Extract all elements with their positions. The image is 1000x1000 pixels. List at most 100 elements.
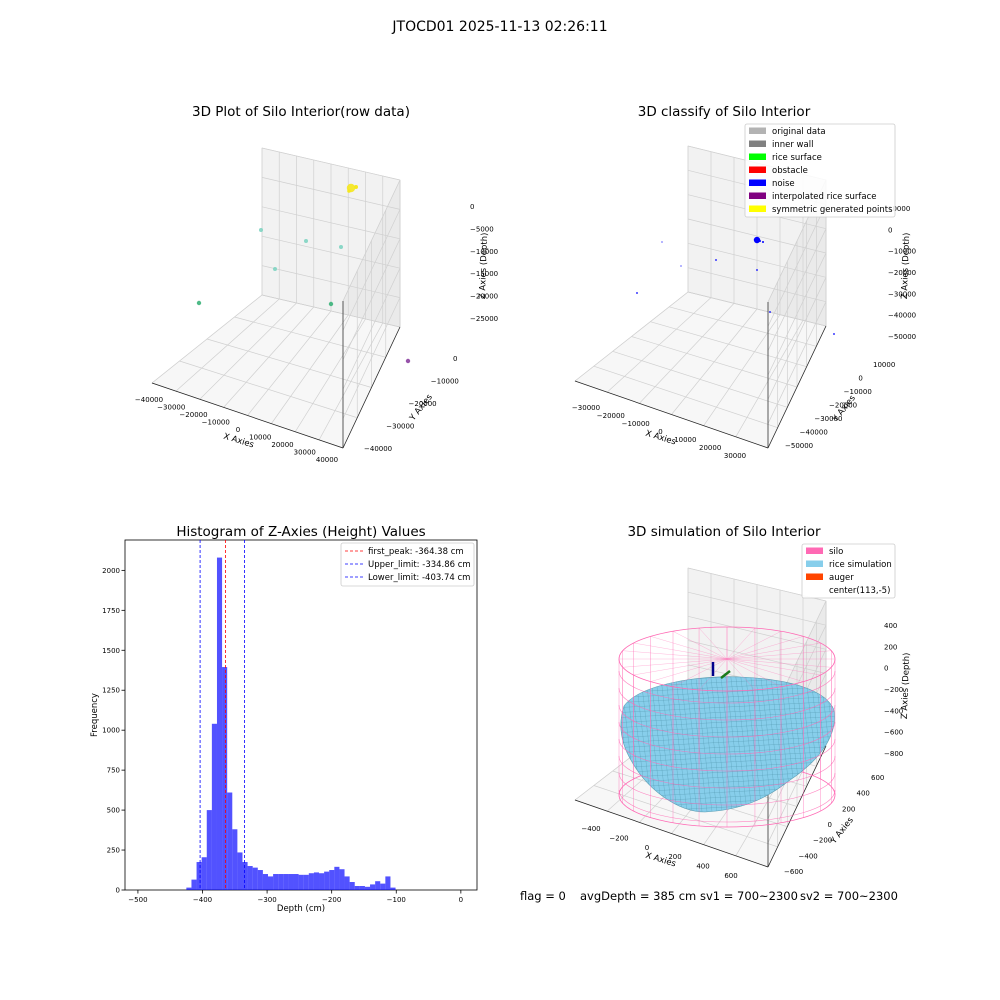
simulation-legend: silo rice simulation auger center(113,-5) <box>801 543 896 599</box>
panel-histogram: Histogram of Z-Axies (Height) Values −50… <box>90 524 478 914</box>
legend-frame <box>801 543 896 599</box>
grid-line <box>687 615 827 650</box>
mesh-line <box>620 715 835 729</box>
grid-line <box>767 228 827 351</box>
z-tick-label: 400 <box>884 622 897 630</box>
y-tick-label: 10000 <box>873 361 895 369</box>
histogram-bar <box>278 874 284 890</box>
legend-label: rice simulation <box>829 560 892 570</box>
grid-line <box>767 252 827 376</box>
histogram-bar <box>196 862 202 890</box>
z-tick-label: −200 <box>884 686 903 694</box>
histogram-bar <box>237 852 243 890</box>
x-tick-label: −30000 <box>157 404 185 412</box>
y-tick-label: 0 <box>858 375 862 383</box>
grid-line <box>669 306 817 347</box>
raw-3d-zlabel: Z Axies (Depth) <box>478 232 490 299</box>
histogram-bar <box>191 879 197 890</box>
scatter-point <box>756 269 758 271</box>
legend-swatch <box>806 573 823 580</box>
x-tick-label: 600 <box>724 872 737 880</box>
silo-radial <box>726 636 804 660</box>
y-tick-label: −600 <box>784 868 803 876</box>
legend-label: rice surface <box>772 153 822 163</box>
y-tick-label: −200 <box>813 837 832 845</box>
silo-radial <box>633 642 728 660</box>
grid-line <box>206 338 372 388</box>
y-tick-label: 0 <box>116 887 120 895</box>
histogram-bar <box>211 723 217 890</box>
z-tick-label: −40000 <box>888 312 916 320</box>
x-tick-label: 20000 <box>699 444 721 452</box>
simulation-3d-ylabel: Y Axies <box>828 815 856 847</box>
mesh-line <box>620 755 835 769</box>
mesh-line <box>729 676 749 812</box>
z-tick-label: −400 <box>884 707 903 715</box>
scatter-point <box>636 292 638 294</box>
histogram-bar <box>232 829 238 890</box>
grid-line <box>261 206 401 240</box>
scatter-point <box>273 267 277 271</box>
histogram-frame <box>124 539 478 891</box>
x-tick-label: −40000 <box>135 396 163 404</box>
legend-label: auger <box>829 573 854 583</box>
silo-radial <box>622 658 728 668</box>
legend-swatch <box>749 179 766 186</box>
legend-label: symmetric generated points <box>772 205 893 215</box>
histogram-bar <box>313 872 320 890</box>
histogram-bar <box>288 874 294 890</box>
y-tick-label: −40000 <box>364 445 392 453</box>
y-tick-label: 1000 <box>102 727 120 735</box>
histogram-bar <box>339 869 345 890</box>
mesh-line <box>620 760 835 774</box>
raw-3d-title: 3D Plot of Silo Interior(row data) <box>192 104 410 120</box>
grid-line <box>261 147 401 181</box>
scatter-point <box>304 239 308 243</box>
grid-line <box>687 291 827 327</box>
panel-raw-3d: 3D Plot of Silo Interior(row data) −4000… <box>135 104 498 464</box>
grid-line <box>687 267 827 303</box>
legend-swatch <box>749 153 766 160</box>
grid-line <box>261 265 401 298</box>
z-tick-label: 0 <box>470 203 474 211</box>
x-tick-label: 10000 <box>674 436 696 444</box>
x-tick-label: 0 <box>459 896 463 904</box>
x-tick-label: 200 <box>668 853 681 861</box>
z-tick-label: 0 <box>888 226 892 234</box>
grid-line <box>342 238 401 360</box>
x-tick-label: 0 <box>236 426 240 434</box>
silo-radial <box>633 658 728 676</box>
mesh-line <box>620 745 835 759</box>
histogram-bar <box>283 874 289 890</box>
legend-swatch <box>749 127 766 134</box>
legend-frame <box>744 123 896 218</box>
histogram-bar <box>385 876 391 890</box>
grid-line <box>687 218 827 254</box>
mesh-line <box>709 676 729 812</box>
x-axis-line <box>151 382 344 449</box>
grid-line <box>342 209 401 331</box>
rice-mesh <box>620 670 853 820</box>
legend-swatch <box>749 192 766 199</box>
footer: flag = 0 avgDepth = 385 cm sv1 = 700~230… <box>520 889 898 903</box>
mesh-line <box>744 676 764 812</box>
silo-radial <box>672 631 728 660</box>
mesh-line <box>835 670 853 820</box>
grid-line <box>593 365 778 428</box>
scatter-point <box>405 358 411 364</box>
legend-label: Lower_limit: -403.74 cm <box>368 573 470 583</box>
grid-line <box>342 179 401 302</box>
x-tick-label: −20000 <box>179 411 207 419</box>
grid-line <box>631 336 798 388</box>
figure-title: JTOCD01 2025-11-13 02:26:11 <box>391 19 607 35</box>
z-tick-label: −10000 <box>888 248 916 256</box>
z-tick-label: −20000 <box>888 269 916 277</box>
histogram-bar <box>206 810 212 890</box>
y-tick-label: 400 <box>857 790 870 798</box>
avg-depth-text: avgDepth = 385 cm <box>580 889 696 903</box>
scatter-point <box>759 240 761 242</box>
mesh-line <box>620 740 835 754</box>
silo-radial <box>726 627 756 660</box>
y-tick-label: 1250 <box>102 687 120 695</box>
histogram-bar <box>303 874 309 890</box>
